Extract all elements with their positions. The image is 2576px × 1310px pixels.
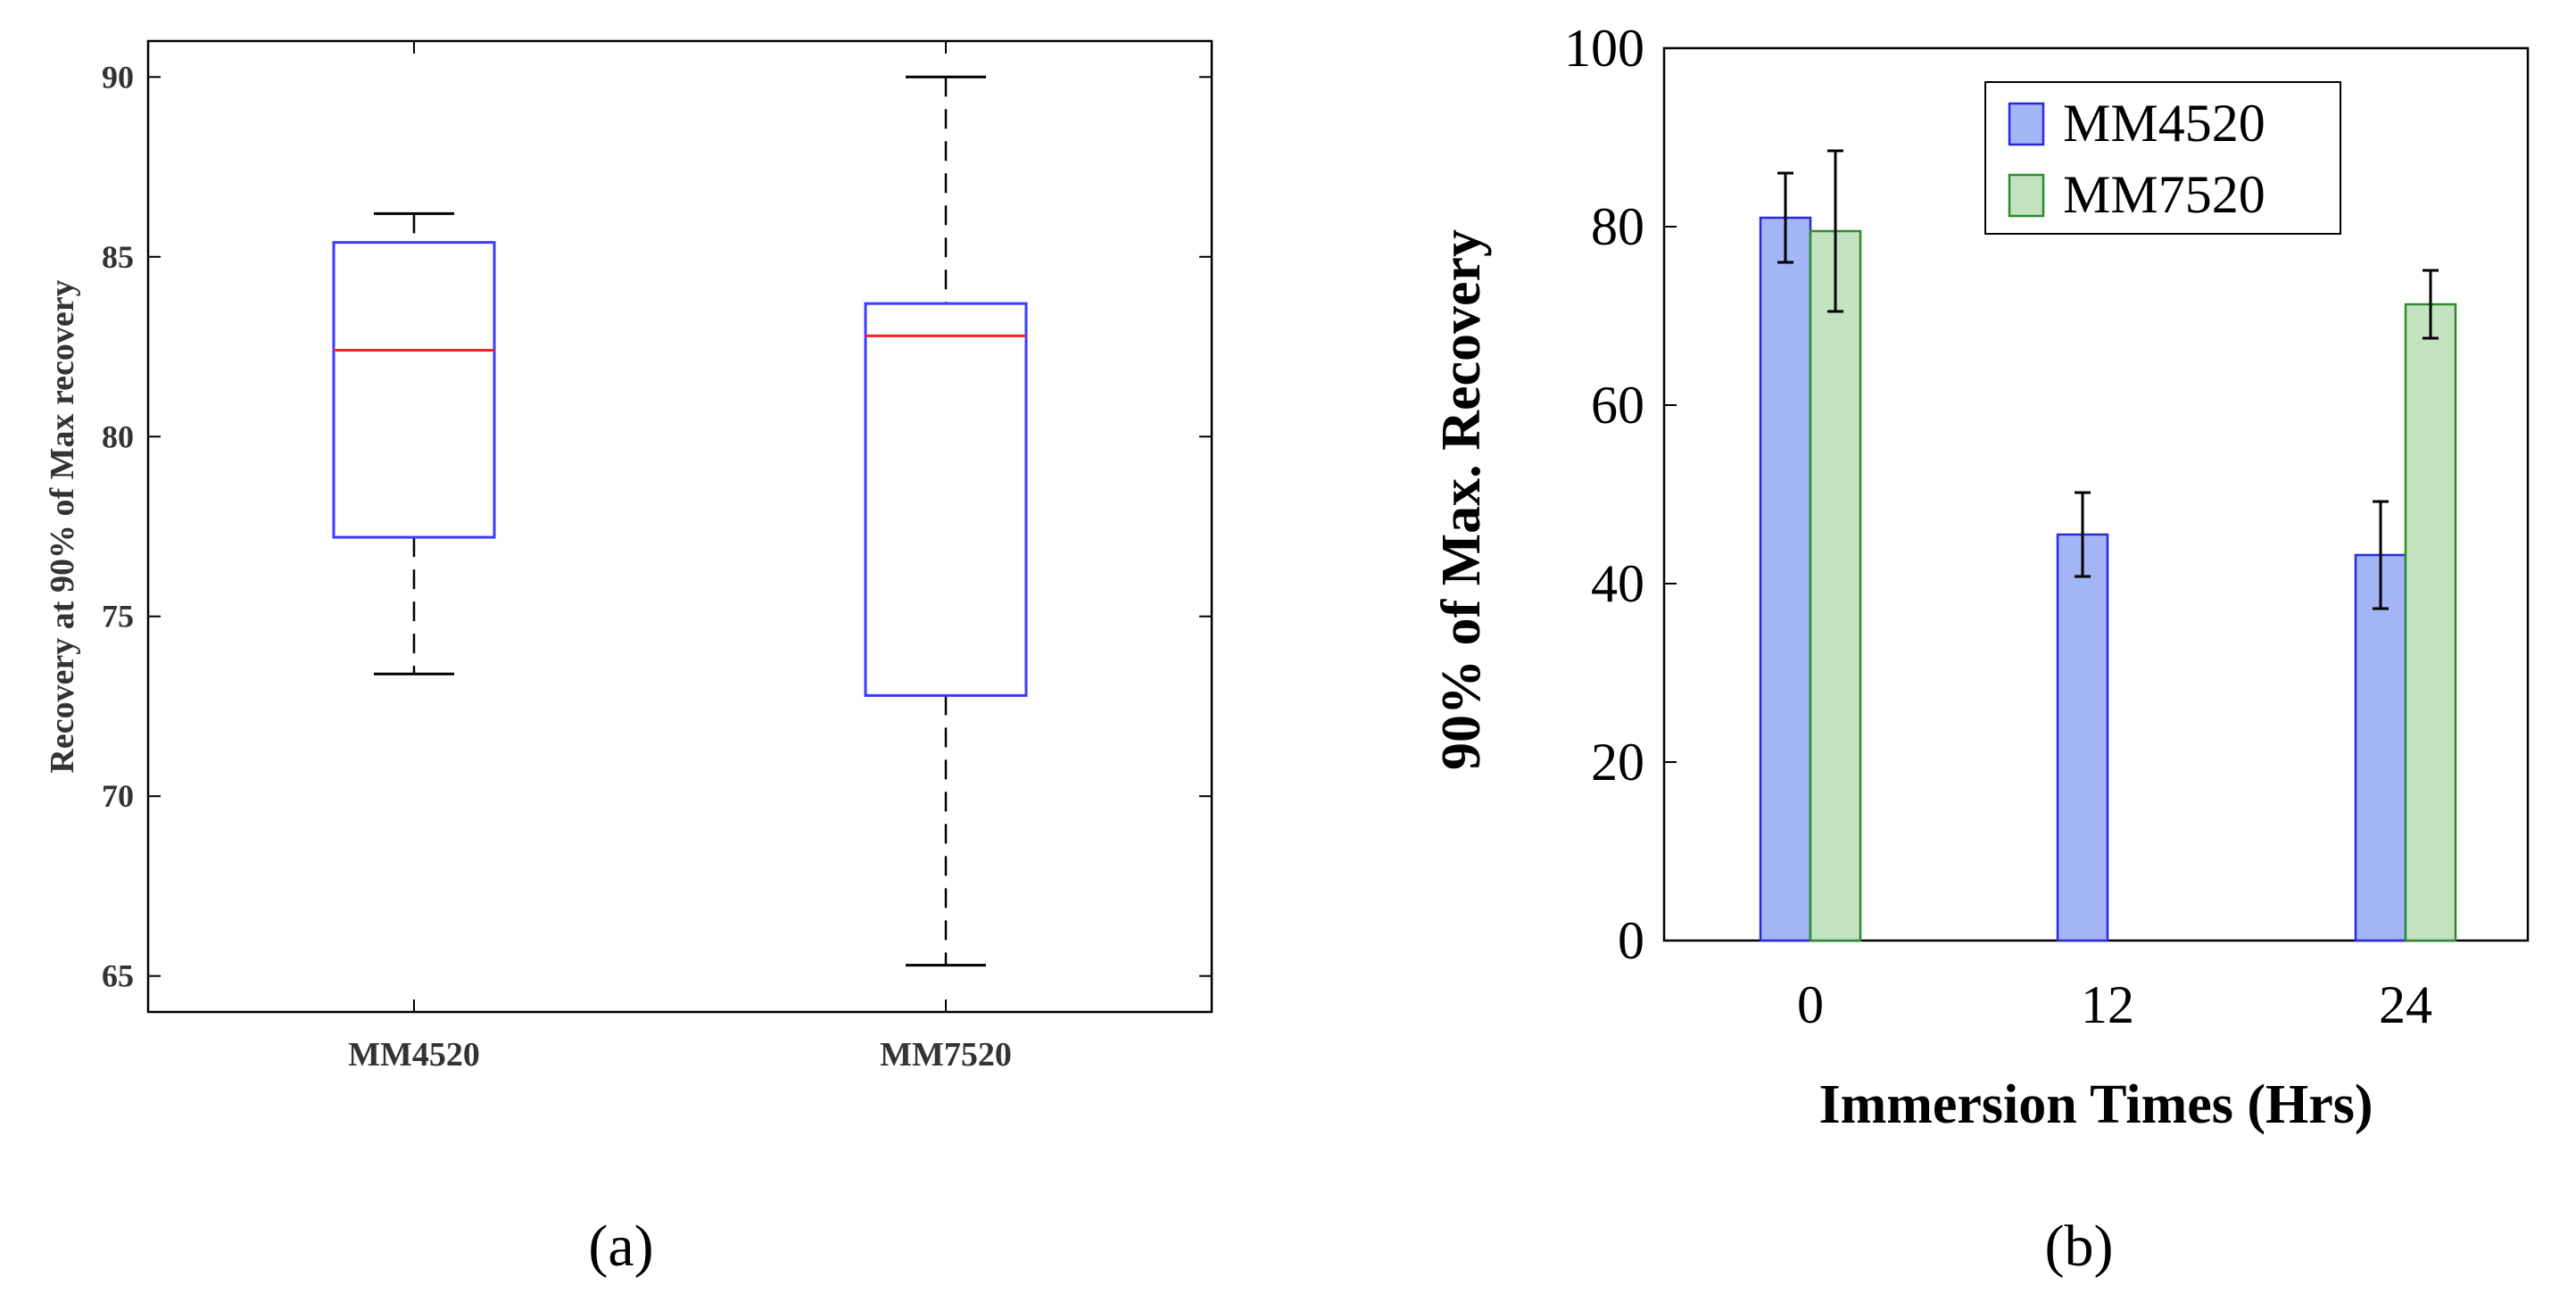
legend-label-mm4520: MM4520: [2063, 94, 2265, 153]
bar-mm4520-12: [2056, 533, 2109, 942]
box-mm4520: [332, 211, 496, 676]
legend-swatch-mm4520: [2008, 102, 2045, 146]
panel-a-label: (a): [588, 1214, 653, 1279]
legend-box: [1984, 81, 2341, 235]
panel-b-y-axis-label: 90% of Max. Recovery: [1431, 229, 1492, 770]
bar-mm7520-0: [1809, 229, 1862, 942]
panel-a-boxplot: 65 70 75 80 85 90 MM4520 MM7520 Recovery at 90…: [44, 39, 1213, 1279]
panel-a-y-axis: 65 70 75 80 85 90: [102, 59, 1212, 994]
iqr-box: [864, 302, 1028, 697]
legend-swatch-mm7520: [2008, 173, 2045, 218]
x-tick-label: MM7520: [880, 1036, 1012, 1074]
y-tick-label: 20: [1591, 733, 1644, 792]
panel-b-bar-chart: 0 20 40 60 80 100 0 12 24 MM4520 MM7520 90% of M…: [1431, 19, 2530, 1279]
x-tick-label: MM4520: [348, 1036, 480, 1074]
y-tick-label: 100: [1564, 19, 1644, 78]
y-tick-label: 85: [102, 239, 134, 275]
panel-b-label: (b): [2045, 1214, 2114, 1279]
panel-b-x-axis-label: Immersion Times (Hrs): [1818, 1074, 2373, 1135]
bar-mm4520-24: [2354, 553, 2407, 942]
panel-a-boxes: [332, 75, 1028, 967]
y-tick-label: 70: [102, 778, 134, 814]
legend-label-mm7520: MM7520: [2063, 165, 2265, 224]
panel-b-bars: [1759, 149, 2457, 942]
panel-b-y-axis: 0 20 40 60 80 100: [1564, 19, 1677, 970]
iqr-box: [332, 241, 496, 539]
y-tick-label: 90: [102, 59, 134, 95]
x-tick-label: 0: [1797, 975, 1824, 1034]
y-tick-label: 80: [102, 419, 134, 454]
box-mm7520: [864, 75, 1028, 967]
y-tick-label: 65: [102, 958, 134, 994]
panel-a-y-axis-label: Recovery at 90% of Max recovery: [44, 279, 81, 773]
panel-b-x-axis: 0 12 24: [1797, 928, 2432, 1034]
bar-mm4520-0: [1759, 216, 1812, 942]
bar-mm7520-24: [2404, 303, 2457, 942]
x-tick-label: 12: [2081, 975, 2134, 1034]
x-tick-label: 24: [2379, 975, 2432, 1034]
panel-b-legend: MM4520 MM7520: [1984, 81, 2341, 235]
y-tick-label: 80: [1591, 197, 1644, 256]
panel-a-plot-frame: [146, 39, 1213, 1014]
panel-a-x-axis: MM4520 MM7520: [348, 41, 1012, 1074]
y-tick-label: 75: [102, 599, 134, 634]
y-tick-label: 0: [1618, 911, 1644, 970]
y-tick-label: 40: [1591, 554, 1644, 613]
y-tick-label: 60: [1591, 376, 1644, 435]
